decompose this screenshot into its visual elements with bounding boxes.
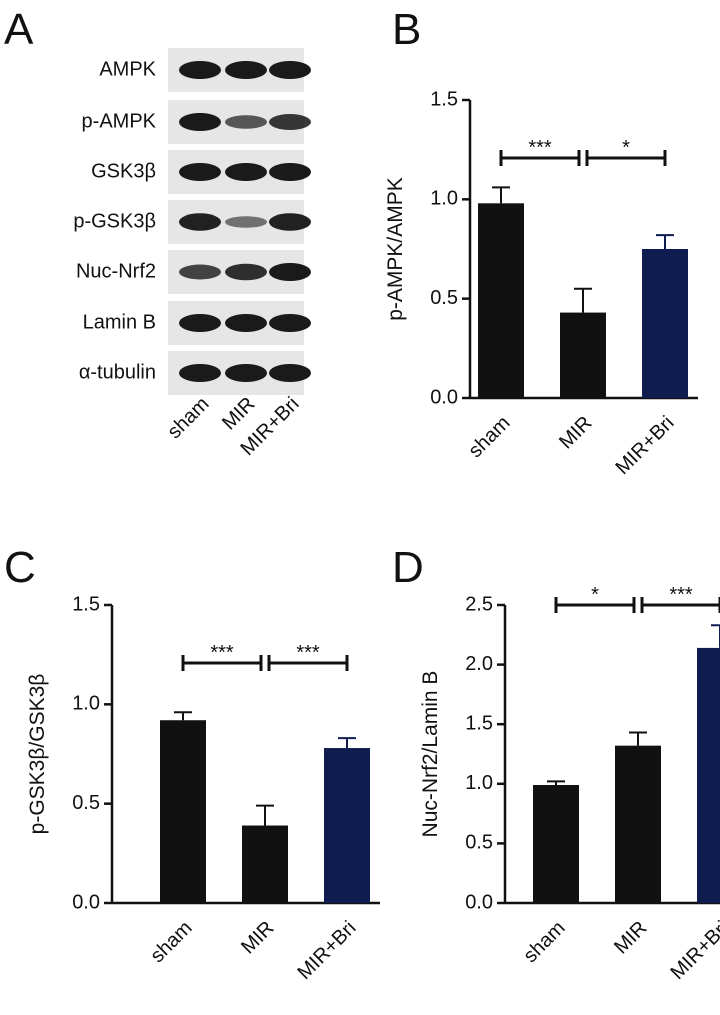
panel-label: B xyxy=(392,5,421,54)
lane-label: sham xyxy=(163,393,213,443)
blot-band xyxy=(179,61,221,79)
blot-band xyxy=(179,163,221,181)
y-tick-label: 2.0 xyxy=(465,653,493,675)
x-tick-label: MIR xyxy=(237,917,278,958)
bar xyxy=(160,720,206,903)
blot-band xyxy=(225,163,267,181)
blot-band xyxy=(225,61,267,79)
error-bar xyxy=(629,731,647,746)
x-tick-label: sham xyxy=(464,412,514,462)
y-tick-label: 2.5 xyxy=(465,593,493,615)
bar xyxy=(242,825,288,903)
blot-band xyxy=(225,115,267,129)
y-tick-label: 0.0 xyxy=(430,386,458,408)
blot-band xyxy=(225,216,267,228)
blot-label: p-AMPK xyxy=(82,110,157,132)
error-bar xyxy=(574,287,592,313)
x-tick-label: MIR+Bri xyxy=(612,412,679,479)
blot-label: Nuc-Nrf2 xyxy=(76,260,156,282)
error-bar xyxy=(256,804,274,826)
x-tick-label: MIR xyxy=(610,917,651,958)
blot-band xyxy=(269,61,311,79)
panel-label: C xyxy=(4,543,36,592)
blot-band xyxy=(269,314,311,332)
error-bar xyxy=(338,737,356,749)
y-tick-label: 0.0 xyxy=(465,891,493,913)
bar xyxy=(478,203,524,398)
blot-band xyxy=(269,163,311,181)
blot-band xyxy=(179,364,221,382)
bar xyxy=(324,748,370,903)
blot-band xyxy=(269,114,311,130)
blot-label: α-tubulin xyxy=(79,361,156,383)
significance-bracket xyxy=(499,150,581,166)
x-tick-label: sham xyxy=(519,917,569,967)
error-bar xyxy=(492,186,510,204)
blot-band xyxy=(225,263,267,281)
bar xyxy=(642,249,688,398)
blot-band xyxy=(179,113,221,131)
y-axis-label: p-GSK3β/GSK3β xyxy=(26,674,49,835)
y-tick-label: 1.5 xyxy=(72,593,100,615)
significance-label: *** xyxy=(210,642,234,664)
y-tick-label: 0.0 xyxy=(72,891,100,913)
bar xyxy=(560,312,606,398)
blot-label: p-GSK3β xyxy=(73,210,156,232)
y-tick-label: 1.5 xyxy=(430,88,458,110)
bar xyxy=(615,745,661,903)
panel-label: A xyxy=(4,5,34,54)
blot-label: Lamin B xyxy=(83,311,156,333)
significance-bracket xyxy=(585,150,667,166)
blot-band xyxy=(269,364,311,382)
x-tick-label: MIR+Bri xyxy=(294,917,361,984)
panel-label: D xyxy=(392,543,424,592)
blot-band xyxy=(269,263,311,281)
error-bar xyxy=(547,780,565,785)
significance-label: *** xyxy=(528,137,552,159)
y-tick-label: 1.0 xyxy=(430,188,458,210)
significance-label: * xyxy=(622,137,630,159)
x-tick-label: MIR xyxy=(555,412,596,453)
blot-band xyxy=(225,364,267,382)
y-tick-label: 1.0 xyxy=(465,772,493,794)
blot-label: AMPK xyxy=(99,58,156,80)
significance-label: * xyxy=(591,584,599,606)
blot-band xyxy=(269,213,311,231)
y-axis-label: Nuc-Nrf2/Lamin B xyxy=(419,671,442,838)
bar xyxy=(697,647,720,903)
significance-bracket xyxy=(640,597,720,613)
error-bar xyxy=(656,234,674,249)
significance-label: *** xyxy=(669,584,693,606)
significance-bracket xyxy=(181,655,263,671)
blot-band xyxy=(179,264,221,280)
y-axis-label: p-AMPK/AMPK xyxy=(384,177,407,321)
x-tick-label: sham xyxy=(146,917,196,967)
significance-label: *** xyxy=(296,642,320,664)
y-tick-label: 0.5 xyxy=(465,832,493,854)
significance-bracket xyxy=(267,655,349,671)
significance-bracket xyxy=(554,597,636,613)
y-tick-label: 1.5 xyxy=(465,712,493,734)
x-tick-label: MIR+Bri xyxy=(667,917,720,984)
blot-band xyxy=(179,213,221,231)
blot-band xyxy=(179,314,221,332)
error-bar xyxy=(711,624,720,648)
y-tick-label: 1.0 xyxy=(72,693,100,715)
y-tick-label: 0.5 xyxy=(430,287,458,309)
bar xyxy=(533,784,579,903)
blot-band xyxy=(225,314,267,332)
blot-label: GSK3β xyxy=(91,160,156,182)
y-tick-label: 0.5 xyxy=(72,792,100,814)
error-bar xyxy=(174,711,192,721)
